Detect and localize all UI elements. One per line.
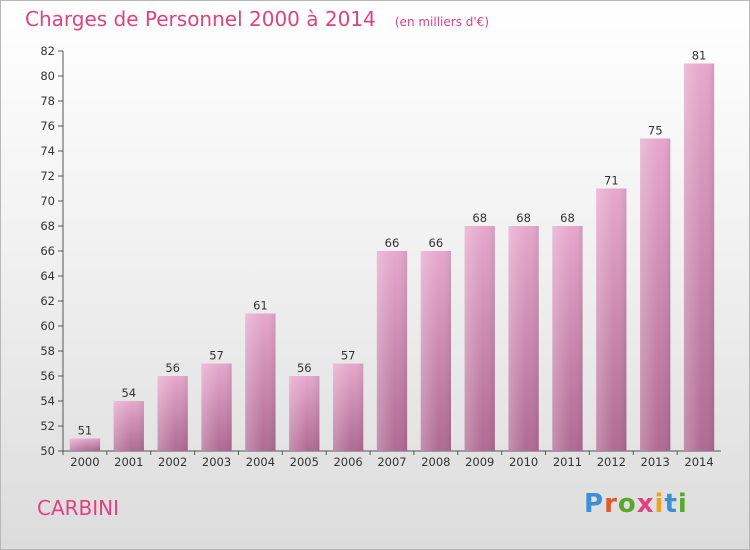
chart-subtitle: (en milliers d'€)	[394, 15, 489, 29]
y-tick-label: 64	[40, 269, 55, 283]
bars: 51 54 56 57 61 56 57 66 66 68 68 68 71 75 81	[69, 49, 715, 451]
x-tick-label: 2002	[158, 455, 187, 469]
bar-shading	[289, 376, 320, 451]
logo-letter: o	[617, 489, 637, 519]
y-tick-label: 70	[40, 194, 55, 208]
y-axis: 50 52 54 56 58 60 62 64 66 68 70 72 74 76 78 80 82	[40, 44, 64, 458]
y-tick-label: 68	[40, 219, 55, 233]
bar-value-label: 66	[429, 236, 444, 250]
y-tick-label: 66	[40, 244, 55, 258]
x-tick-label: 2014	[684, 455, 713, 469]
x-tick-label: 2000	[70, 455, 99, 469]
y-tick-label: 52	[40, 419, 55, 433]
title-row: Charges de Personnel 2000 à 2014 (en mil…	[25, 7, 489, 31]
bar-shading	[420, 251, 452, 451]
y-tick-label: 56	[40, 369, 55, 383]
chart-title: Charges de Personnel 2000 à 2014	[25, 7, 376, 31]
bar-shading	[508, 226, 539, 451]
x-tick-label: 2001	[114, 455, 143, 469]
x-tick-label: 2004	[246, 455, 275, 469]
y-tick-label: 80	[40, 69, 55, 83]
bar-value-label: 56	[297, 361, 312, 375]
bar-shading	[113, 401, 144, 451]
y-tick-label: 62	[40, 294, 55, 308]
x-tick-label: 2010	[509, 455, 538, 469]
commune-name: CARBINI	[37, 496, 120, 520]
bar-value-label: 61	[253, 299, 268, 313]
y-tick-label: 72	[40, 169, 55, 183]
bar-value-label: 57	[209, 349, 224, 363]
logo-letter: i	[654, 489, 665, 519]
bar-shading	[201, 363, 232, 451]
y-tick-label: 82	[40, 44, 55, 58]
y-tick-label: 76	[40, 119, 55, 133]
y-tick-label: 58	[40, 344, 55, 358]
bar-shading	[69, 438, 101, 451]
bar-shading	[683, 63, 715, 451]
bar-value-label: 56	[165, 361, 180, 375]
bar-shading	[640, 138, 671, 451]
y-tick-label: 50	[40, 444, 55, 458]
bar-value-label: 81	[692, 49, 707, 63]
y-tick-label: 78	[40, 94, 55, 108]
bar-shading	[245, 313, 276, 451]
x-tick-label: 2011	[553, 455, 582, 469]
y-tick-label: 74	[40, 144, 55, 158]
logo-letter: r	[604, 489, 618, 519]
y-tick-label: 60	[40, 319, 55, 333]
proxiti-logo[interactable]: Proxiti	[584, 489, 688, 519]
x-tick-label: 2012	[597, 455, 626, 469]
x-tick-label: 2006	[333, 455, 362, 469]
bar-shading	[596, 188, 627, 451]
bar-value-label: 68	[516, 211, 531, 225]
bar-value-label: 75	[648, 124, 663, 138]
bar-value-label: 51	[78, 424, 93, 438]
bar-shading	[552, 226, 583, 451]
bar-value-label: 71	[604, 174, 619, 188]
bar-shading	[157, 376, 188, 451]
logo-letter: P	[584, 489, 605, 519]
bar-value-label: 57	[341, 349, 356, 363]
logo-letter: t	[664, 489, 678, 519]
bar-shading	[376, 251, 408, 451]
logo-letter: x	[636, 489, 655, 519]
bar-value-label: 68	[560, 211, 575, 225]
x-tick-label: 2007	[377, 455, 406, 469]
x-tick-label: 2008	[421, 455, 450, 469]
bar-value-label: 66	[385, 236, 400, 250]
bar-shading	[332, 363, 364, 451]
x-tick-label: 2005	[290, 455, 319, 469]
x-tick-label: 2003	[202, 455, 231, 469]
bar-value-label: 68	[472, 211, 487, 225]
logo-letter: i	[677, 489, 688, 519]
y-tick-label: 54	[40, 394, 55, 408]
x-tick-label: 2009	[465, 455, 494, 469]
x-axis: 2000 2001 2002 2003 2004 2005 2006 2007 2008 2009…	[62, 450, 721, 469]
bar-value-label: 54	[121, 386, 136, 400]
x-tick-label: 2013	[641, 455, 670, 469]
bar-shading	[464, 226, 495, 451]
